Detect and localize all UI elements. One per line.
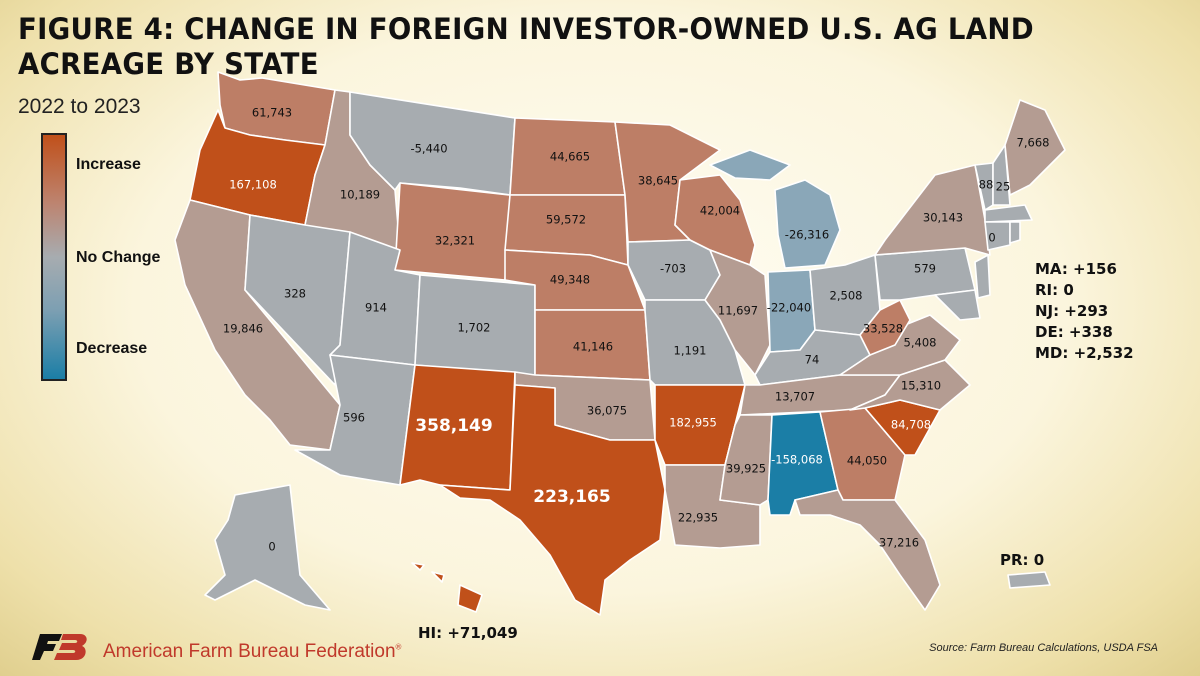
state-hi <box>411 562 483 613</box>
label-ak: 0 <box>268 540 275 554</box>
label-mn: 38,645 <box>638 174 678 188</box>
label-il: 11,697 <box>718 304 758 318</box>
legend-decrease-label: Decrease <box>76 340 148 357</box>
territory-pr <box>1007 571 1051 589</box>
label-la: 22,935 <box>678 511 718 525</box>
state-ri <box>1009 221 1021 244</box>
state-il <box>704 249 771 376</box>
label-mo: 1,191 <box>674 344 707 358</box>
farm-bureau-logo-icon <box>32 634 87 660</box>
source-note: Source: Farm Bureau Calculations, USDA F… <box>929 642 1158 654</box>
label-sd: 59,572 <box>546 213 586 227</box>
label-vt: 88 <box>979 178 994 192</box>
state-wv <box>859 299 911 356</box>
label-ok: 36,075 <box>587 404 627 418</box>
state-fl <box>794 489 941 611</box>
label-in: -22,040 <box>767 301 811 315</box>
label-wa: 61,743 <box>252 106 292 120</box>
label-tn: 13,707 <box>775 390 815 404</box>
label-nd: 44,665 <box>550 150 590 164</box>
label-nh: 25 <box>996 180 1011 194</box>
label-oh: 2,508 <box>830 289 863 303</box>
state-nj <box>974 254 991 299</box>
state-ct <box>984 221 1011 251</box>
label-nv: 328 <box>284 287 306 301</box>
pr-value: PR: 0 <box>1000 551 1045 569</box>
label-ca: 19,846 <box>223 322 263 336</box>
state-ak <box>204 484 331 611</box>
label-me: 7,668 <box>1017 136 1050 150</box>
state-nc <box>849 359 971 411</box>
label-nc: 15,310 <box>901 379 941 393</box>
figure-title: FIGURE 4: CHANGE IN FOREIGN INVESTOR-OWN… <box>18 12 1034 81</box>
label-az: 596 <box>343 411 365 425</box>
organization-name: American Farm Bureau Federation® <box>103 641 402 662</box>
de-value: DE: +338 <box>1035 323 1113 341</box>
state-tx <box>439 384 666 616</box>
label-wi: 42,004 <box>700 204 740 218</box>
state-value-labels: 61,743 167,108 19,846 10,189 328 -5,440 … <box>223 106 1050 554</box>
label-mt: -5,440 <box>410 142 447 156</box>
ri-value: RI: 0 <box>1035 281 1074 299</box>
md-value: MD: +2,532 <box>1035 344 1134 362</box>
label-ut: 914 <box>365 301 387 315</box>
label-pa: 579 <box>914 262 936 276</box>
label-id: 10,189 <box>340 188 380 202</box>
label-sc: 84,708 <box>891 418 931 432</box>
label-fl: 37,216 <box>879 536 919 550</box>
label-ms: 39,925 <box>726 462 766 476</box>
label-mi: -26,316 <box>785 228 829 242</box>
label-ne: 49,348 <box>550 273 590 287</box>
label-or: 167,108 <box>229 178 277 192</box>
legend-no-change-label: No Change <box>76 249 161 266</box>
label-nm: 358,149 <box>415 416 492 436</box>
label-wv: 33,528 <box>863 322 903 336</box>
state-wy <box>394 182 511 281</box>
label-ia: -703 <box>660 262 686 276</box>
state-ma <box>984 204 1033 223</box>
state-de-md <box>934 289 981 321</box>
legend-color-bar <box>41 133 67 381</box>
label-ga: 44,050 <box>847 454 887 468</box>
label-va: 5,408 <box>904 336 937 350</box>
label-tx: 223,165 <box>533 487 610 507</box>
nj-value: NJ: +293 <box>1035 302 1109 320</box>
label-ct: 0 <box>988 231 995 245</box>
label-co: 1,702 <box>458 321 491 335</box>
hi-value: HI: +71,049 <box>418 624 518 642</box>
figure-subtitle: 2022 to 2023 <box>18 95 141 118</box>
state-mi <box>709 149 841 269</box>
legend-increase-label: Increase <box>76 156 141 173</box>
label-wy: 32,321 <box>435 234 475 248</box>
label-ny: 30,143 <box>923 211 963 225</box>
label-ky: 74 <box>805 353 820 367</box>
label-ar: 182,955 <box>669 416 717 430</box>
ma-value: MA: +156 <box>1035 260 1117 278</box>
label-al: -158,068 <box>771 453 823 467</box>
small-state-values: MA: +156 RI: 0 NJ: +293 DE: +338 MD: +2,… <box>1035 259 1134 364</box>
label-ks: 41,146 <box>573 340 613 354</box>
state-me <box>1004 99 1066 196</box>
